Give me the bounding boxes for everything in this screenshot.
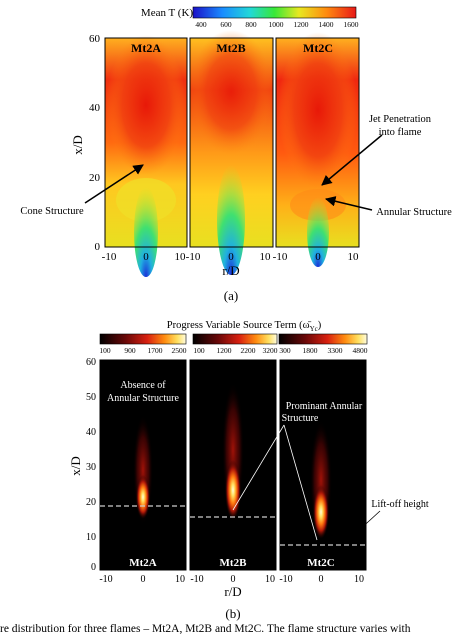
annotation-prominant-1: Prominant Annular	[286, 401, 363, 412]
annotation-cone: Cone Structure	[20, 206, 84, 217]
source-plot-title-mt2c: Mt2C	[307, 557, 335, 569]
x-tick: 10	[354, 574, 364, 585]
x-tick: 10	[348, 251, 360, 263]
source-colorbar-b	[192, 333, 278, 345]
plot-title-mt2a: Mt2A	[131, 41, 161, 55]
prominant-pointer-c	[283, 424, 318, 541]
source-field-mt2c	[279, 359, 367, 571]
y-tick: 50	[86, 392, 96, 403]
source-colorbar-c	[278, 333, 368, 345]
annotation-absence-1: Absence of	[120, 380, 166, 391]
plot-titles: Mt2A Mt2B Mt2C	[131, 41, 333, 55]
colorbar-title: Mean T (K)	[141, 7, 193, 19]
panel-label-b: (b)	[225, 606, 240, 621]
x-tick: 10	[175, 574, 185, 585]
panel-b: Progress Variable Source Term (ω̄Yc) 100…	[68, 320, 429, 621]
x-tick: 0	[141, 574, 146, 585]
colorbar-tick: 2200	[241, 346, 256, 355]
y-tick: 40	[89, 102, 101, 114]
x-tick: 0	[143, 251, 149, 263]
source-colorbar-a	[99, 333, 187, 345]
y-tick: 60	[89, 33, 101, 45]
x-tick: 0	[228, 251, 234, 263]
y-axis-a: 0 20 40 60	[89, 33, 101, 253]
plot-title-mt2c: Mt2C	[303, 41, 333, 55]
y-tick: 60	[86, 357, 96, 368]
colorbar-tick: 1700	[148, 346, 163, 355]
prominant-pointer-b	[232, 424, 285, 511]
colorbar-tick: 300	[279, 346, 291, 355]
x-tick: -10	[99, 574, 112, 585]
cone-arrow	[84, 164, 144, 204]
x-axis-b: -10 0 10 -10 0 10 -10 0 10	[99, 574, 364, 585]
source-plot-titles: Mt2A Mt2B Mt2C	[129, 557, 335, 569]
source-plot-title-mt2a: Mt2A	[129, 557, 157, 569]
x-tick: 10	[260, 251, 272, 263]
colorbar-ticks: 400 600 800 1000 1200 1400 1600	[195, 20, 358, 29]
y-tick: 0	[95, 241, 101, 253]
colorbar-tick: 1400	[319, 20, 334, 29]
x-axis-label-b: r/D	[224, 584, 241, 599]
y-axis-b: 0 10 20 30 40 50 60	[86, 357, 96, 573]
x-axis-label-a: r/D	[222, 263, 239, 278]
jet-arrow	[321, 134, 383, 186]
x-tick: 10	[175, 251, 187, 263]
x-axis-a: -10 0 10 -10 0 10 -10 0 10	[102, 251, 359, 263]
figure-caption: re distribution for three flames – Mt2A,…	[0, 623, 411, 635]
annotation-liftoff: Lift-off height	[371, 499, 429, 510]
annotation-jet-2: into flame	[379, 127, 422, 138]
x-tick: -10	[279, 574, 292, 585]
y-tick: 20	[89, 172, 101, 184]
colorbar-tick: 1200	[294, 20, 309, 29]
colorbar-tick: 3200	[263, 346, 278, 355]
x-tick: 10	[265, 574, 275, 585]
x-tick: -10	[190, 574, 203, 585]
y-axis-label-b: x/D	[68, 456, 83, 476]
colorbar-tick: 800	[245, 20, 257, 29]
colorbar-tick: 1800	[303, 346, 318, 355]
source-field-mt2b	[189, 359, 277, 571]
annotation-absence-2: Annular Structure	[107, 393, 179, 404]
plot-title-mt2b: Mt2B	[216, 41, 245, 55]
x-tick: -10	[102, 251, 117, 263]
annotation-prominant-2: Structure	[282, 413, 319, 424]
colorbar-tick: 1200	[217, 346, 232, 355]
x-tick: -10	[273, 251, 288, 263]
y-tick: 40	[86, 427, 96, 438]
y-tick: 30	[86, 462, 96, 473]
colorbar-tick: 900	[124, 346, 136, 355]
annotation-annular: Annular Structure	[376, 207, 452, 218]
colorbar-tick: 600	[220, 20, 232, 29]
x-tick: 0	[231, 574, 236, 585]
liftoff-pointer	[344, 510, 381, 544]
colorbar-tick: 100	[193, 346, 205, 355]
colorbar-tick: 400	[195, 20, 207, 29]
annotation-jet-1: Jet Penetration	[369, 114, 432, 125]
source-plot-title-mt2b: Mt2B	[220, 557, 248, 569]
x-tick: 0	[315, 251, 321, 263]
panel-a: Mean T (K) 400 600 800 1000 1200 1400 16…	[20, 6, 452, 303]
field-mt2c	[275, 32, 360, 267]
source-colorbar-ticks: 100 900 1700 2500 100 1200 2200 3200 300…	[99, 346, 367, 355]
y-tick: 20	[86, 497, 96, 508]
colorbar-tick: 2500	[172, 346, 187, 355]
temperature-colorbar	[192, 6, 357, 19]
source-field-mt2a	[99, 359, 187, 571]
x-tick: -10	[186, 251, 201, 263]
annular-arrow	[324, 196, 373, 211]
field-mt2b	[189, 30, 274, 275]
x-tick: 0	[319, 574, 324, 585]
colorbar-tick: 4800	[353, 346, 368, 355]
y-tick: 0	[91, 562, 96, 573]
panel-label-a: (a)	[224, 288, 238, 303]
y-axis-label-a: x/D	[70, 135, 85, 155]
colorbar-tick: 100	[99, 346, 111, 355]
source-colorbar-title: Progress Variable Source Term (ω̄Yc)	[167, 320, 322, 333]
y-tick: 10	[86, 532, 96, 543]
colorbar-tick: 3300	[328, 346, 343, 355]
colorbar-tick: 1000	[269, 20, 284, 29]
field-mt2a	[104, 35, 188, 277]
colorbar-tick: 1600	[344, 20, 359, 29]
